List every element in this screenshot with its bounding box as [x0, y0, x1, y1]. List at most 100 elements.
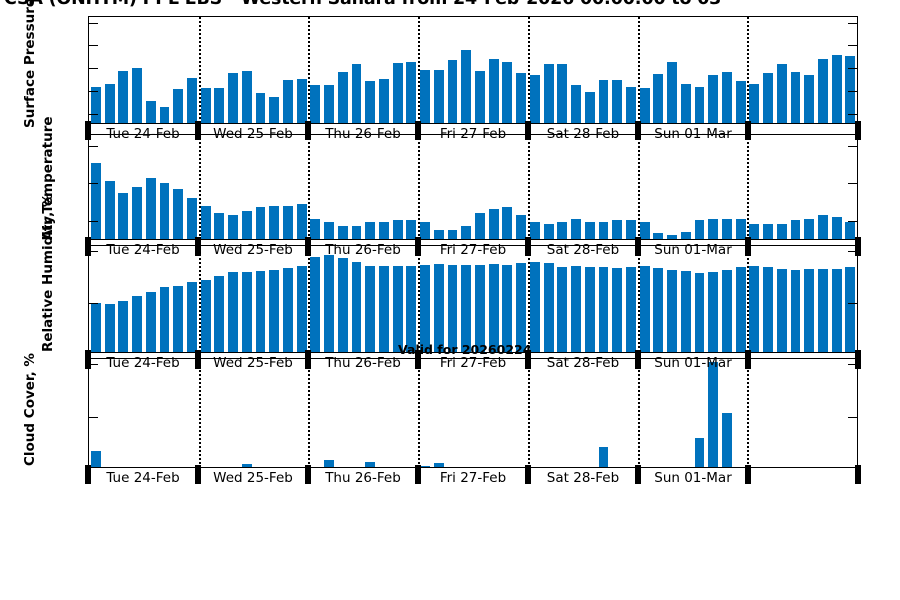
- day-separator: [418, 135, 421, 239]
- bar-slot: [748, 246, 762, 352]
- bar-slot: [720, 135, 734, 239]
- day-label-cell: Sun 01-Mar: [635, 350, 748, 375]
- day-label-cell: Sun 01-Mar: [635, 237, 748, 262]
- bar-slot: [638, 17, 652, 123]
- bar-slot: [459, 246, 473, 352]
- bar: [584, 266, 595, 352]
- day-tick-mark: [855, 237, 861, 256]
- bar: [145, 292, 156, 352]
- bar-slot: [212, 135, 226, 239]
- bar-series: [89, 246, 857, 352]
- bar: [763, 224, 774, 239]
- bar: [447, 264, 458, 352]
- bar-slot: [350, 17, 364, 123]
- bar: [406, 220, 417, 239]
- day-separator: [308, 17, 311, 123]
- bar-slot: [144, 359, 158, 467]
- bar-slot: [281, 246, 295, 352]
- bar: [433, 229, 444, 239]
- bar: [721, 218, 732, 239]
- bar: [721, 71, 732, 123]
- bar: [447, 60, 458, 123]
- bar-slot: [144, 17, 158, 123]
- day-label-cell: Wed 25-Feb: [195, 237, 308, 262]
- bar: [831, 216, 842, 239]
- bar-slot: [720, 246, 734, 352]
- day-label-cell: Sun 01-Mar: [635, 121, 748, 146]
- bar-slot: [418, 17, 432, 123]
- bar: [296, 203, 307, 239]
- bar: [708, 271, 719, 352]
- bar: [845, 55, 856, 123]
- bar: [790, 71, 801, 123]
- bar-slot: [610, 359, 624, 467]
- bar: [680, 231, 691, 239]
- bar-slot: [459, 17, 473, 123]
- bar: [557, 222, 568, 239]
- day-label-cell: [745, 237, 861, 262]
- bar: [475, 264, 485, 352]
- day-label-text: Sun 01-Mar: [654, 355, 732, 371]
- bar-slot: [432, 135, 446, 239]
- day-label-cell: Fri 27-Feb: [415, 237, 528, 262]
- day-separator: [198, 135, 201, 239]
- bar-slot: [116, 17, 130, 123]
- bar-slot: [734, 246, 748, 352]
- bar-slot: [254, 17, 268, 123]
- bar-slot: [391, 359, 405, 467]
- y-tick: [848, 183, 857, 185]
- bar-slot: [638, 359, 652, 467]
- bar-slot: [89, 17, 103, 123]
- bar: [763, 72, 774, 123]
- bar-slot: [199, 17, 213, 123]
- bar-slot: [185, 17, 199, 123]
- bar: [118, 300, 129, 352]
- bar: [173, 188, 184, 239]
- y-tick: [848, 68, 857, 70]
- bar: [241, 70, 252, 123]
- bar-series: [89, 135, 857, 239]
- bar-slot: [171, 359, 185, 467]
- bar: [104, 84, 115, 123]
- bar-slot: [844, 359, 857, 467]
- day-tick-mark: [305, 465, 311, 484]
- bar-slot: [583, 17, 597, 123]
- y-axis-title-1: Surface Pressure, mb: [22, 0, 38, 128]
- bar-slot: [597, 17, 611, 123]
- bar-slot: [446, 17, 460, 123]
- bar-slot: [651, 135, 665, 239]
- bar-slot: [706, 135, 720, 239]
- bar: [228, 271, 238, 352]
- bar-slot: [199, 246, 213, 352]
- bar: [529, 75, 540, 123]
- bar: [159, 107, 170, 123]
- bar: [721, 412, 732, 467]
- bar: [598, 222, 609, 239]
- day-tick-mark: [855, 350, 861, 369]
- bar: [392, 265, 403, 352]
- bar: [749, 224, 760, 239]
- bar-slot: [665, 246, 679, 352]
- bar: [543, 262, 554, 352]
- bar: [282, 79, 293, 123]
- day-label-text: Thu 26-Feb: [325, 470, 401, 486]
- bar: [516, 72, 527, 123]
- bar-slot: [487, 135, 501, 239]
- y-axis-title-3: Relative Humidity, %: [40, 193, 56, 352]
- bar-slot: [254, 359, 268, 467]
- day-tick-mark: [635, 465, 641, 484]
- bar-slot: [405, 135, 419, 239]
- bar: [406, 265, 417, 352]
- day-label-text: Tue 24-Feb: [106, 355, 180, 371]
- bar: [214, 275, 225, 352]
- bar: [310, 257, 321, 352]
- bar-slot: [610, 17, 624, 123]
- bar: [186, 282, 197, 352]
- bar-slot: [802, 359, 816, 467]
- bar-slot: [651, 359, 665, 467]
- y-tick: [89, 183, 98, 185]
- day-tick-mark: [855, 465, 861, 484]
- bar-slot: [158, 359, 172, 467]
- bar: [571, 218, 581, 239]
